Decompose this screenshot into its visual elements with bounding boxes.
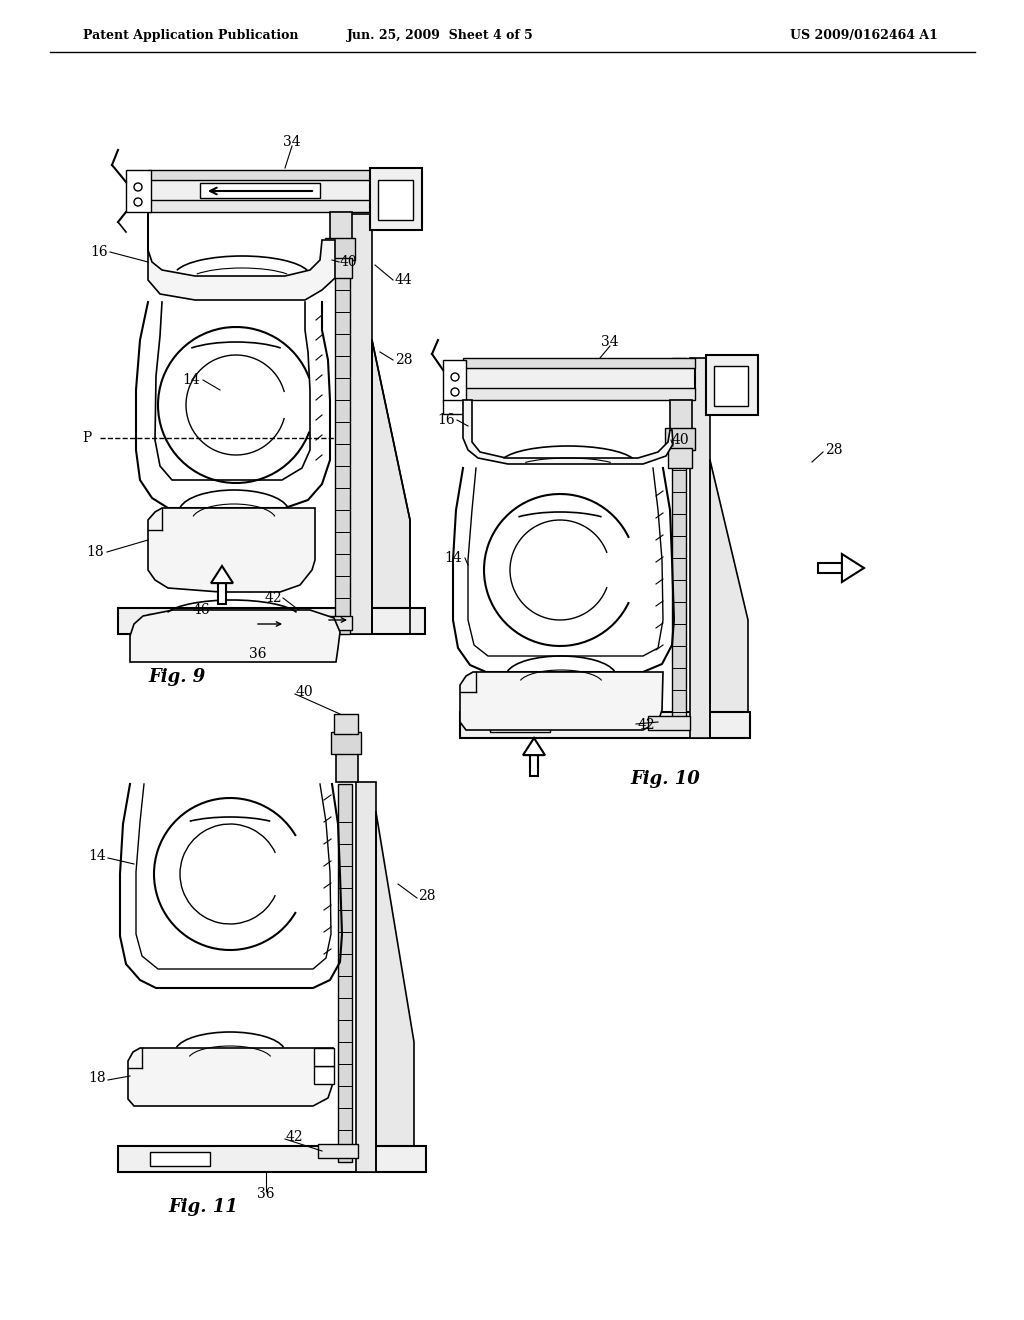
Bar — [336, 752, 358, 781]
Bar — [648, 715, 690, 730]
Bar — [148, 201, 373, 213]
Circle shape — [134, 183, 142, 191]
Text: 40: 40 — [672, 433, 689, 447]
Text: 14: 14 — [444, 550, 462, 565]
Bar — [443, 400, 466, 414]
Text: Jun. 25, 2009  Sheet 4 of 5: Jun. 25, 2009 Sheet 4 of 5 — [347, 29, 534, 41]
Text: 14: 14 — [88, 849, 106, 863]
Bar — [310, 616, 352, 630]
Bar — [378, 180, 413, 220]
Text: Fig. 10: Fig. 10 — [630, 770, 699, 788]
Polygon shape — [842, 554, 864, 582]
Bar — [350, 214, 372, 634]
Bar — [356, 781, 376, 1172]
Polygon shape — [460, 672, 663, 730]
Text: 40: 40 — [296, 685, 313, 700]
Bar — [338, 784, 352, 1162]
Bar — [118, 609, 425, 634]
Bar — [218, 583, 226, 605]
Bar — [668, 447, 692, 469]
Polygon shape — [523, 738, 545, 755]
Bar — [118, 1146, 426, 1172]
Text: 16: 16 — [90, 246, 108, 259]
Bar — [318, 1144, 358, 1158]
Text: 16: 16 — [437, 413, 455, 426]
Polygon shape — [148, 213, 335, 300]
Bar — [463, 358, 695, 368]
Text: 46: 46 — [193, 603, 210, 616]
Text: 34: 34 — [601, 335, 618, 348]
Bar — [335, 199, 350, 634]
Text: Patent Application Publication: Patent Application Publication — [83, 29, 299, 41]
Bar — [818, 562, 842, 573]
Text: 28: 28 — [395, 352, 413, 367]
Text: P: P — [83, 432, 92, 445]
Polygon shape — [463, 400, 673, 465]
Text: 42: 42 — [264, 591, 282, 605]
Polygon shape — [710, 459, 748, 738]
Bar — [690, 358, 710, 738]
Bar — [672, 358, 686, 726]
Bar — [714, 366, 748, 407]
Text: 36: 36 — [257, 1187, 274, 1201]
Bar — [706, 355, 758, 414]
Text: 18: 18 — [86, 545, 104, 558]
Text: 36: 36 — [249, 647, 266, 661]
Bar — [334, 714, 358, 734]
Text: 42: 42 — [286, 1130, 304, 1144]
Polygon shape — [128, 1048, 333, 1106]
Bar — [148, 170, 373, 180]
Text: 28: 28 — [825, 444, 843, 457]
Bar — [148, 180, 373, 202]
Text: US 2009/0162464 A1: US 2009/0162464 A1 — [790, 29, 938, 41]
Bar — [331, 733, 361, 754]
Bar — [370, 168, 422, 230]
Bar — [460, 711, 750, 738]
Text: 34: 34 — [284, 135, 301, 149]
Polygon shape — [148, 508, 315, 591]
Circle shape — [134, 198, 142, 206]
Text: 28: 28 — [418, 888, 435, 903]
Bar — [530, 755, 538, 776]
Circle shape — [451, 388, 459, 396]
Bar — [314, 1048, 334, 1067]
Text: Fig. 9: Fig. 9 — [148, 668, 205, 686]
Polygon shape — [376, 812, 414, 1172]
Bar — [463, 388, 695, 400]
Bar — [490, 718, 550, 733]
Bar — [330, 213, 352, 240]
Text: Fig. 11: Fig. 11 — [168, 1199, 238, 1216]
Bar — [325, 238, 355, 260]
Text: 42: 42 — [638, 718, 655, 733]
Polygon shape — [130, 610, 340, 663]
Bar — [665, 428, 695, 450]
Bar — [670, 400, 692, 430]
Bar — [328, 257, 352, 279]
Bar — [148, 614, 210, 628]
Text: 44: 44 — [395, 273, 413, 286]
Bar — [463, 368, 695, 389]
Text: 40: 40 — [340, 255, 357, 269]
Bar — [443, 360, 466, 403]
Bar — [200, 183, 319, 198]
Polygon shape — [211, 566, 233, 583]
Text: 14: 14 — [182, 374, 200, 387]
Text: 18: 18 — [88, 1071, 106, 1085]
Bar — [150, 1152, 210, 1166]
Circle shape — [451, 374, 459, 381]
Bar — [314, 1067, 334, 1084]
Bar — [126, 170, 151, 213]
Polygon shape — [372, 341, 410, 634]
